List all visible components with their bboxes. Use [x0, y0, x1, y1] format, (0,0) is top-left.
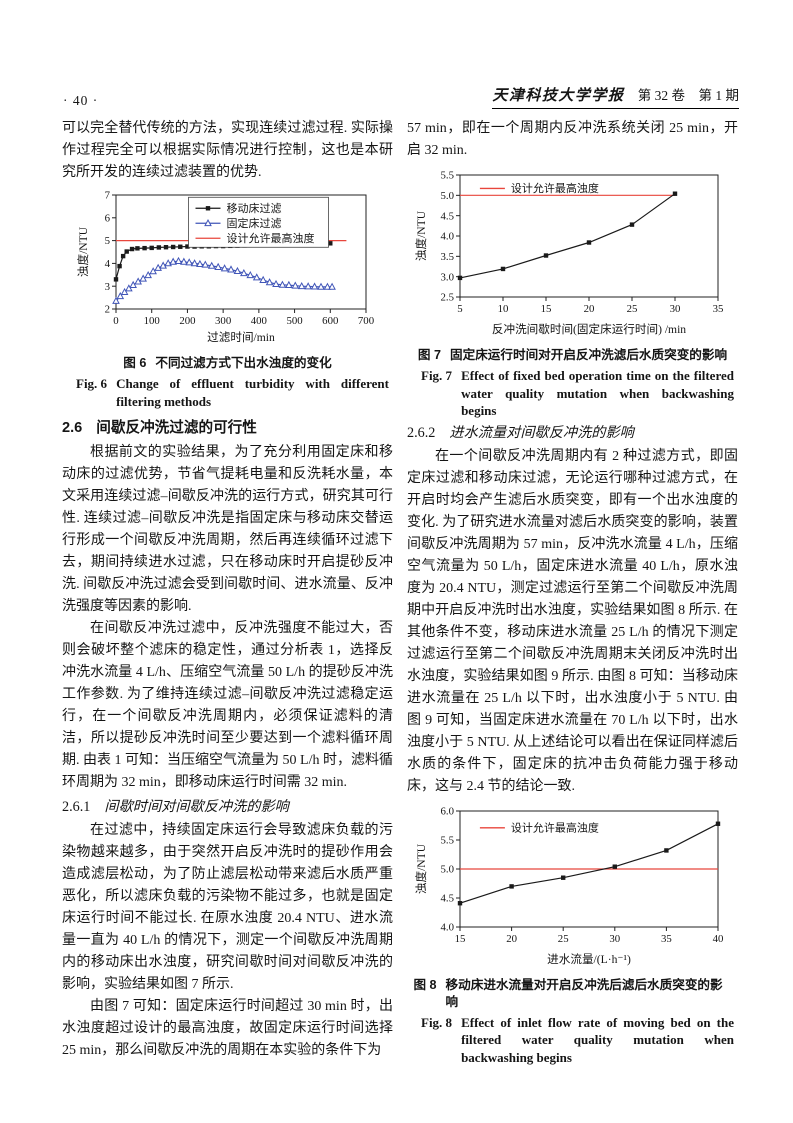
svg-text:设计允许最高浊度: 设计允许最高浊度: [510, 181, 598, 195]
section-title: 间歇时间对间歇反冲洗的影响: [104, 799, 289, 815]
right-column: 57 min，即在一个周期内反冲洗系统关闭 25 min，开启 32 min. …: [407, 118, 738, 1066]
svg-text:4.5: 4.5: [440, 210, 454, 222]
section-title: 间歇反冲洗过滤的可行性: [96, 420, 257, 436]
section-number: 2.6: [62, 420, 83, 436]
svg-text:35: 35: [712, 303, 723, 315]
figure8-label-en: Fig. 8: [421, 1014, 453, 1030]
svg-text:10: 10: [497, 303, 508, 315]
svg-text:5.0: 5.0: [440, 863, 454, 875]
left-column: 可以完全替代传统的方法，实现连续过滤过程. 实际操作过程完全可以根据实际情况进行…: [62, 118, 393, 1062]
paragraph: 由图 7 可知：固定床运行时间超过 30 min 时，出水浊度超过设计的最高浊度…: [62, 999, 393, 1058]
svg-text:设计允许最高浊度: 设计允许最高浊度: [510, 820, 598, 834]
section-heading-2-6-1: 2.6.1 间歇时间对间歇反冲洗的影响: [62, 796, 393, 818]
svg-text:6: 6: [104, 212, 110, 224]
figure7-caption-en: Fig. 7 Effect of fixed bed operation tim…: [407, 367, 738, 420]
svg-text:浊度/NTU: 浊度/NTU: [414, 210, 428, 261]
svg-text:6.0: 6.0: [440, 805, 454, 817]
svg-text:固定床过滤: 固定床过滤: [226, 216, 281, 230]
svg-text:300: 300: [215, 315, 231, 327]
svg-text:5.5: 5.5: [440, 170, 454, 182]
figure6-title-zh: 不同过滤方式下出水浊度的变化: [155, 356, 332, 370]
svg-text:进水流量/(L·h⁻¹): 进水流量/(L·h⁻¹): [547, 952, 631, 966]
svg-text:7: 7: [104, 190, 110, 202]
page-header: · 40 · 天津科技大学学报 第 32 卷 第 1 期: [63, 84, 739, 109]
figure-6: 0 100 200 300 400 500 600 700 2 3 4 5 6 7 过滤时间/min 浊度/N…: [62, 189, 393, 352]
svg-text:400: 400: [250, 315, 266, 327]
chart-svg: 15 20 25 30 35 40 4.0 4.5 5.0 5.5 6.0 进水流量/(L·h⁻¹) 浊…: [414, 805, 723, 966]
figure6-caption-zh: 图 6 不同过滤方式下出水浊度的变化: [62, 355, 393, 372]
svg-text:20: 20: [506, 933, 517, 945]
svg-text:700: 700: [357, 315, 373, 327]
paragraph-continued: 57 min，即在一个周期内反冲洗系统关闭 25 min，开启 32 min.: [407, 121, 738, 158]
figure6-label-zh: 图 6: [123, 356, 147, 370]
svg-text:浊度/NTU: 浊度/NTU: [76, 226, 90, 277]
svg-text:0: 0: [113, 315, 118, 327]
figure8-caption-en: Fig. 8 Effect of inlet flow rate of movi…: [407, 1014, 738, 1067]
paragraph: 在过滤中，持续固定床运行会导致滤床负载的污染物越来越多，由于突然开启反冲洗时的提…: [62, 823, 393, 992]
svg-text:3.5: 3.5: [440, 251, 454, 263]
section-number: 2.6.1: [62, 799, 91, 815]
svg-text:3: 3: [104, 281, 109, 293]
svg-text:5: 5: [104, 235, 109, 247]
section-title: 进水流量对间歇反冲洗的影响: [449, 424, 634, 441]
svg-text:反冲洗间歇时间(固定床运行时间) /min: 反冲洗间歇时间(固定床运行时间) /min: [491, 322, 685, 336]
svg-text:25: 25: [626, 303, 637, 315]
chart-svg: 5 10 15 20 25 30 35 2.5 3.0 3.5 4.0 4.5 5.0 5.5 反冲洗间歇时…: [414, 170, 723, 336]
journal-title: 天津科技大学学报: [492, 88, 625, 104]
svg-text:500: 500: [286, 315, 302, 327]
svg-text:100: 100: [143, 315, 159, 327]
svg-text:35: 35: [661, 933, 672, 945]
figure7-title-en: Effect of fixed bed operation time on th…: [461, 368, 734, 418]
figure6-label-en: Fig. 6: [76, 376, 108, 391]
figure7-label-en: Fig. 7: [421, 368, 453, 383]
svg-text:移动床过滤: 移动床过滤: [226, 201, 281, 215]
figure6-caption-en: Fig. 6 Change of effluent turbidity with…: [62, 375, 393, 410]
svg-text:2: 2: [104, 304, 109, 316]
section-heading-2-6: 2.6 间歇反冲洗过滤的可行性: [62, 417, 393, 439]
section-heading-2-6-2: 2.6.2 进水流量对间歇反冲洗的影响: [407, 422, 738, 444]
figure6-title-en: Change of effluent turbidity with differ…: [116, 376, 389, 409]
chart-svg: 0 100 200 300 400 500 600 700 2 3 4 5 6 7 过滤时间/min 浊度/N…: [76, 190, 374, 344]
svg-text:设计允许最高浊度: 设计允许最高浊度: [226, 231, 314, 245]
svg-text:4: 4: [104, 258, 110, 270]
figure8-title-zh: 移动床进水流量对开启反冲洗后滤后水质突变的影响: [445, 977, 723, 1009]
figure8-label-zh: 图 8: [413, 977, 437, 992]
journal-issue-info: 第 32 卷 第 1 期: [637, 88, 739, 103]
svg-text:15: 15: [540, 303, 551, 315]
svg-text:4.5: 4.5: [440, 892, 454, 904]
svg-text:15: 15: [454, 933, 465, 945]
figure7-caption-zh: 图 7 固定床运行时间对开启反冲洗滤后水质突变的影响: [407, 347, 738, 364]
figure7-title-zh: 固定床运行时间对开启反冲洗滤后水质突变的影响: [450, 348, 728, 362]
svg-text:40: 40: [712, 933, 723, 945]
svg-text:4.0: 4.0: [440, 921, 454, 933]
paragraph: 在间歇反冲洗过滤中，反冲洗强度不能过大，否则会破坏整个滤床的稳定性，通过分析表 …: [62, 621, 393, 790]
paragraph-continued: 可以完全替代传统的方法，实现连续过滤过程. 实际操作过程完全可以根据实际情况进行…: [62, 121, 393, 180]
svg-text:过滤时间/min: 过滤时间/min: [207, 331, 275, 344]
figure-8: 15 20 25 30 35 40 4.0 4.5 5.0 5.5 6.0 进水流量/(L·h⁻¹) 浊…: [407, 803, 738, 974]
svg-text:2.5: 2.5: [440, 292, 454, 304]
svg-text:20: 20: [583, 303, 594, 315]
figure-7: 5 10 15 20 25 30 35 2.5 3.0 3.5 4.0 4.5 5.0 5.5 反冲洗间歇时…: [407, 167, 738, 344]
svg-text:25: 25: [557, 933, 568, 945]
paragraph: 根据前文的实验结果，为了充分利用固定床和移动床的过滤优势，节省气提耗电量和反洗耗…: [62, 445, 393, 614]
svg-text:3.0: 3.0: [440, 271, 454, 283]
svg-text:5: 5: [457, 303, 462, 315]
section-number: 2.6.2: [407, 424, 436, 441]
journal-header: 天津科技大学学报 第 32 卷 第 1 期: [492, 84, 739, 109]
svg-text:5.5: 5.5: [440, 834, 454, 846]
paragraph: 在一个间歇反冲洗周期内有 2 种过滤方式，即固定床过滤和移动床过滤，无论运行哪种…: [407, 448, 738, 794]
figure8-title-en: Effect of inlet flow rate of moving bed …: [461, 1014, 734, 1065]
page-number: · 40 ·: [63, 93, 99, 108]
figure7-label-zh: 图 7: [417, 348, 442, 362]
svg-text:200: 200: [179, 315, 195, 327]
svg-text:4.0: 4.0: [440, 231, 454, 243]
svg-text:600: 600: [322, 315, 338, 327]
svg-text:30: 30: [669, 303, 680, 315]
svg-text:5.0: 5.0: [440, 190, 454, 202]
figure8-caption-zh: 图 8 移动床进水流量对开启反冲洗后滤后水质突变的影响: [407, 977, 738, 1011]
svg-text:30: 30: [609, 933, 620, 945]
svg-text:浊度/NTU: 浊度/NTU: [414, 843, 428, 894]
